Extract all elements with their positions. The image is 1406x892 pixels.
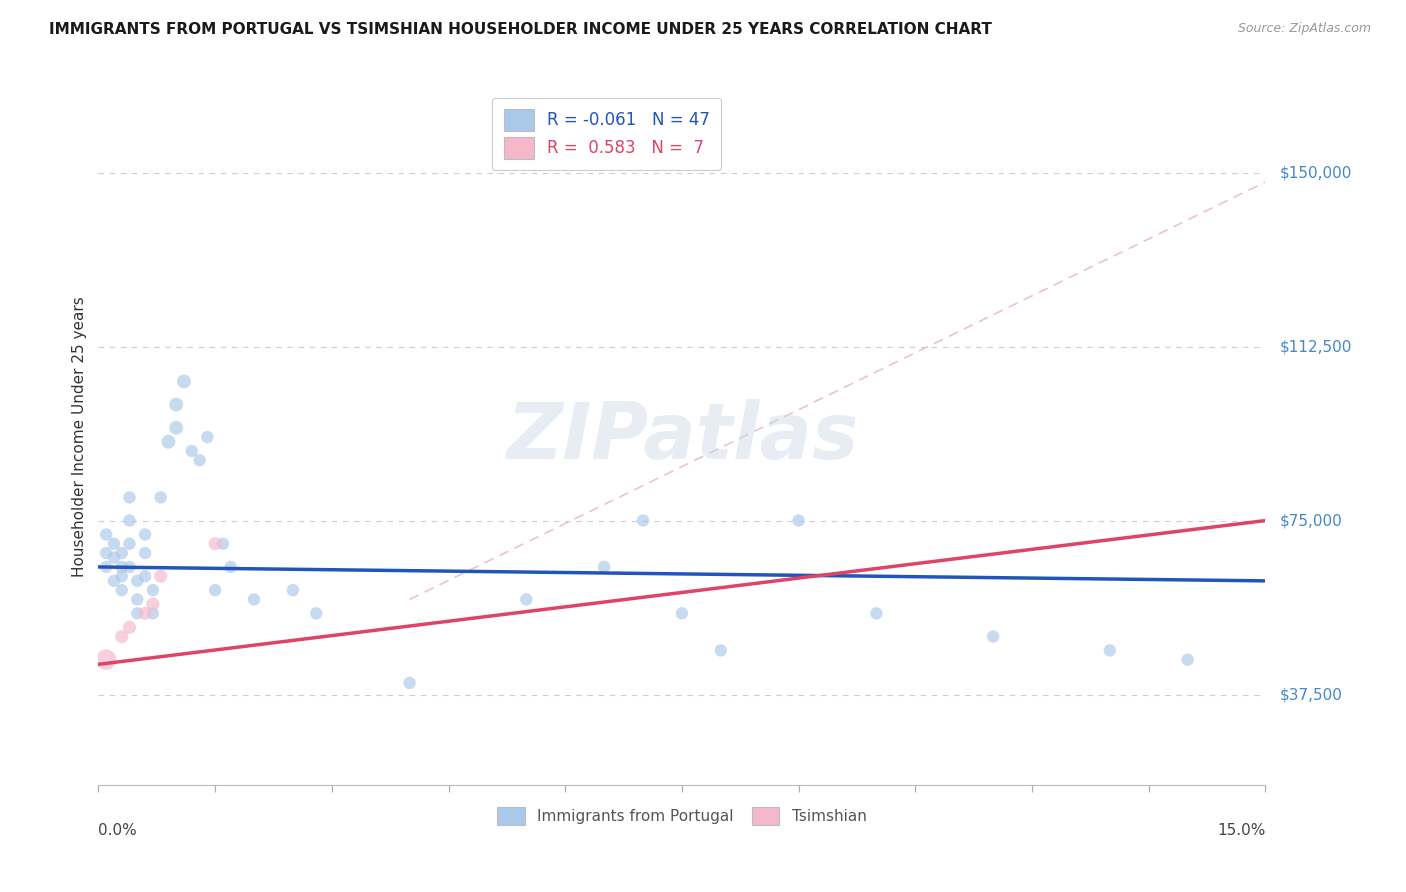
Point [134,607,156,621]
Point [111,560,134,574]
Point [1177,653,1199,667]
Point [134,527,156,541]
Point [180,444,202,458]
Text: ZIPatlas: ZIPatlas [506,399,858,475]
Point [118,491,141,505]
Point [1098,643,1121,657]
Point [96,527,118,541]
Text: 15.0%: 15.0% [1218,823,1265,838]
Point [118,537,141,551]
Point [111,630,134,644]
Text: $37,500: $37,500 [1279,687,1343,702]
Legend: Immigrants from Portugal, Tsimshian: Immigrants from Portugal, Tsimshian [489,799,875,833]
Point [127,592,149,607]
Point [118,514,141,528]
Point [149,569,172,583]
Point [96,560,118,574]
Point [165,421,187,435]
Text: 0.0%: 0.0% [98,823,138,838]
Point [204,537,226,551]
Point [111,583,134,598]
Point [96,653,118,667]
Text: Source: ZipAtlas.com: Source: ZipAtlas.com [1237,22,1371,36]
Point [593,560,616,574]
Point [631,514,654,528]
Point [111,569,134,583]
Point [865,607,887,621]
Point [96,546,118,560]
Point [111,546,134,560]
Text: IMMIGRANTS FROM PORTUGAL VS TSIMSHIAN HOUSEHOLDER INCOME UNDER 25 YEARS CORRELAT: IMMIGRANTS FROM PORTUGAL VS TSIMSHIAN HO… [49,22,993,37]
Point [103,550,125,565]
Point [173,375,195,389]
Point [134,546,156,560]
Point [103,537,125,551]
Point [157,434,180,449]
Point [281,583,304,598]
Point [103,574,125,588]
Point [219,560,242,574]
Point [142,597,165,611]
Point [127,607,149,621]
Text: $75,000: $75,000 [1279,513,1343,528]
Point [188,453,211,467]
Point [515,592,537,607]
Point [195,430,218,444]
Point [165,398,187,412]
Y-axis label: Householder Income Under 25 years: Householder Income Under 25 years [72,297,87,577]
Point [204,583,226,598]
Point [142,583,165,598]
Point [710,643,733,657]
Text: $150,000: $150,000 [1279,165,1351,180]
Point [212,537,235,551]
Text: $112,500: $112,500 [1279,339,1351,354]
Point [142,607,165,621]
Point [243,592,266,607]
Point [118,620,141,634]
Point [787,514,810,528]
Point [149,491,172,505]
Point [127,574,149,588]
Point [118,560,141,574]
Point [398,676,420,690]
Point [305,607,328,621]
Point [671,607,693,621]
Point [134,569,156,583]
Point [981,630,1004,644]
